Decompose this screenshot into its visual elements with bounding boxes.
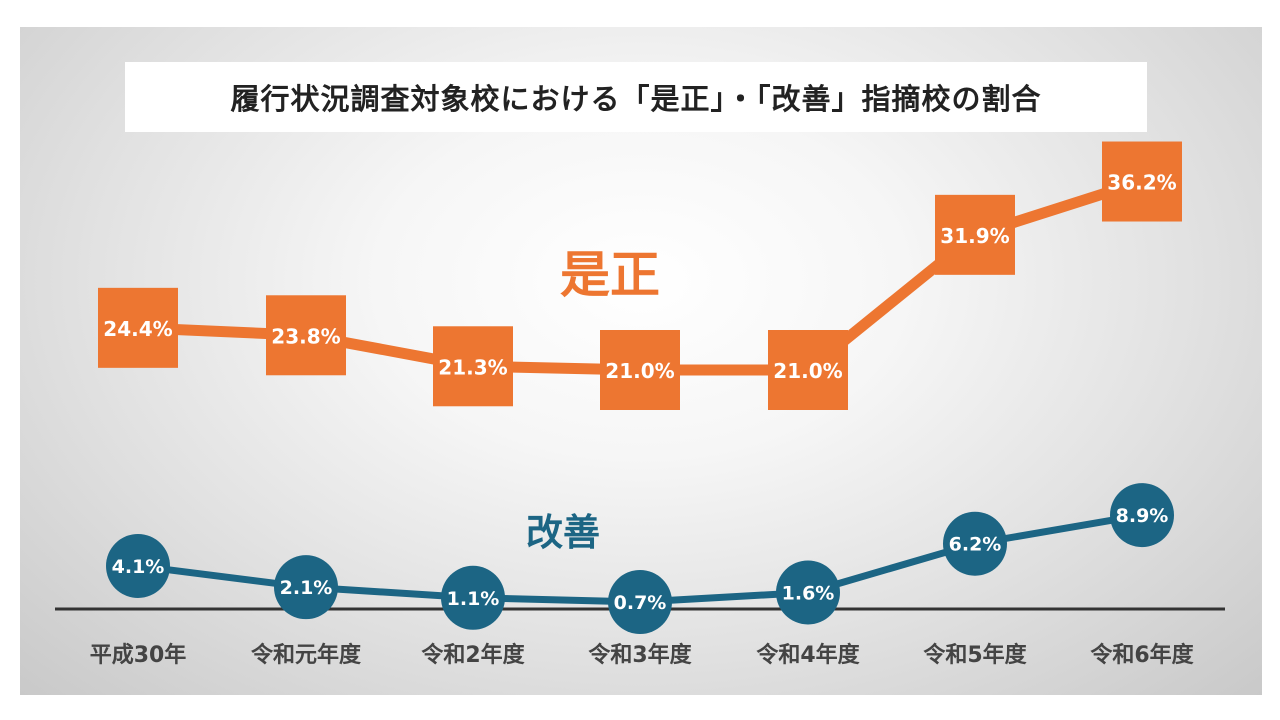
chart-title-box: 履行状況調査対象校における「是正」・「改善」指摘校の割合 — [125, 62, 1147, 132]
zesei-data-label: 21.3% — [438, 355, 507, 379]
kaizen-data-label: 1.1% — [447, 588, 500, 610]
x-tick-label: 令和元年度 — [251, 642, 362, 668]
zesei-data-label: 31.9% — [940, 224, 1009, 248]
kaizen-marker — [1110, 483, 1174, 548]
zesei-marker — [600, 330, 680, 410]
kaizen-marker — [106, 533, 170, 598]
series-label-zesei: 是正 — [560, 246, 660, 304]
kaizen-marker — [441, 565, 505, 630]
kaizen-data-label: 0.7% — [614, 592, 667, 614]
zesei-data-label: 36.2% — [1107, 171, 1176, 195]
kaizen-marker — [943, 511, 1007, 576]
zesei-data-label: 21.0% — [605, 359, 674, 383]
kaizen-marker — [274, 555, 338, 620]
kaizen-data-label: 8.9% — [1116, 505, 1169, 527]
kaizen-data-label: 6.2% — [949, 534, 1002, 556]
zesei-data-label: 24.4% — [103, 317, 172, 341]
x-tick-label: 令和6年度 — [1090, 642, 1194, 668]
x-tick-label: 平成30年 — [90, 642, 187, 668]
x-tick-label: 令和2年度 — [421, 642, 525, 668]
kaizen-data-label: 2.1% — [280, 577, 333, 599]
kaizen-marker — [776, 560, 840, 625]
series-label-kaizen: 改善 — [526, 511, 600, 554]
zesei-marker — [768, 330, 848, 410]
x-tick-label: 令和3年度 — [588, 642, 692, 668]
zesei-marker — [433, 326, 513, 407]
zesei-marker — [98, 287, 178, 368]
zesei-data-label: 23.8% — [271, 324, 340, 348]
x-tick-label: 令和5年度 — [923, 642, 1027, 668]
x-tick-label: 令和4年度 — [756, 642, 860, 668]
kaizen-data-label: 1.6% — [782, 582, 835, 604]
kaizen-data-label: 4.1% — [112, 556, 165, 578]
kaizen-marker — [608, 570, 672, 634]
zesei-marker — [935, 194, 1015, 275]
zesei-data-label: 21.0% — [773, 359, 842, 383]
zesei-marker — [266, 295, 346, 376]
chart-title: 履行状況調査対象校における「是正」・「改善」指摘校の割合 — [230, 82, 1042, 116]
zesei-marker — [1102, 141, 1182, 222]
